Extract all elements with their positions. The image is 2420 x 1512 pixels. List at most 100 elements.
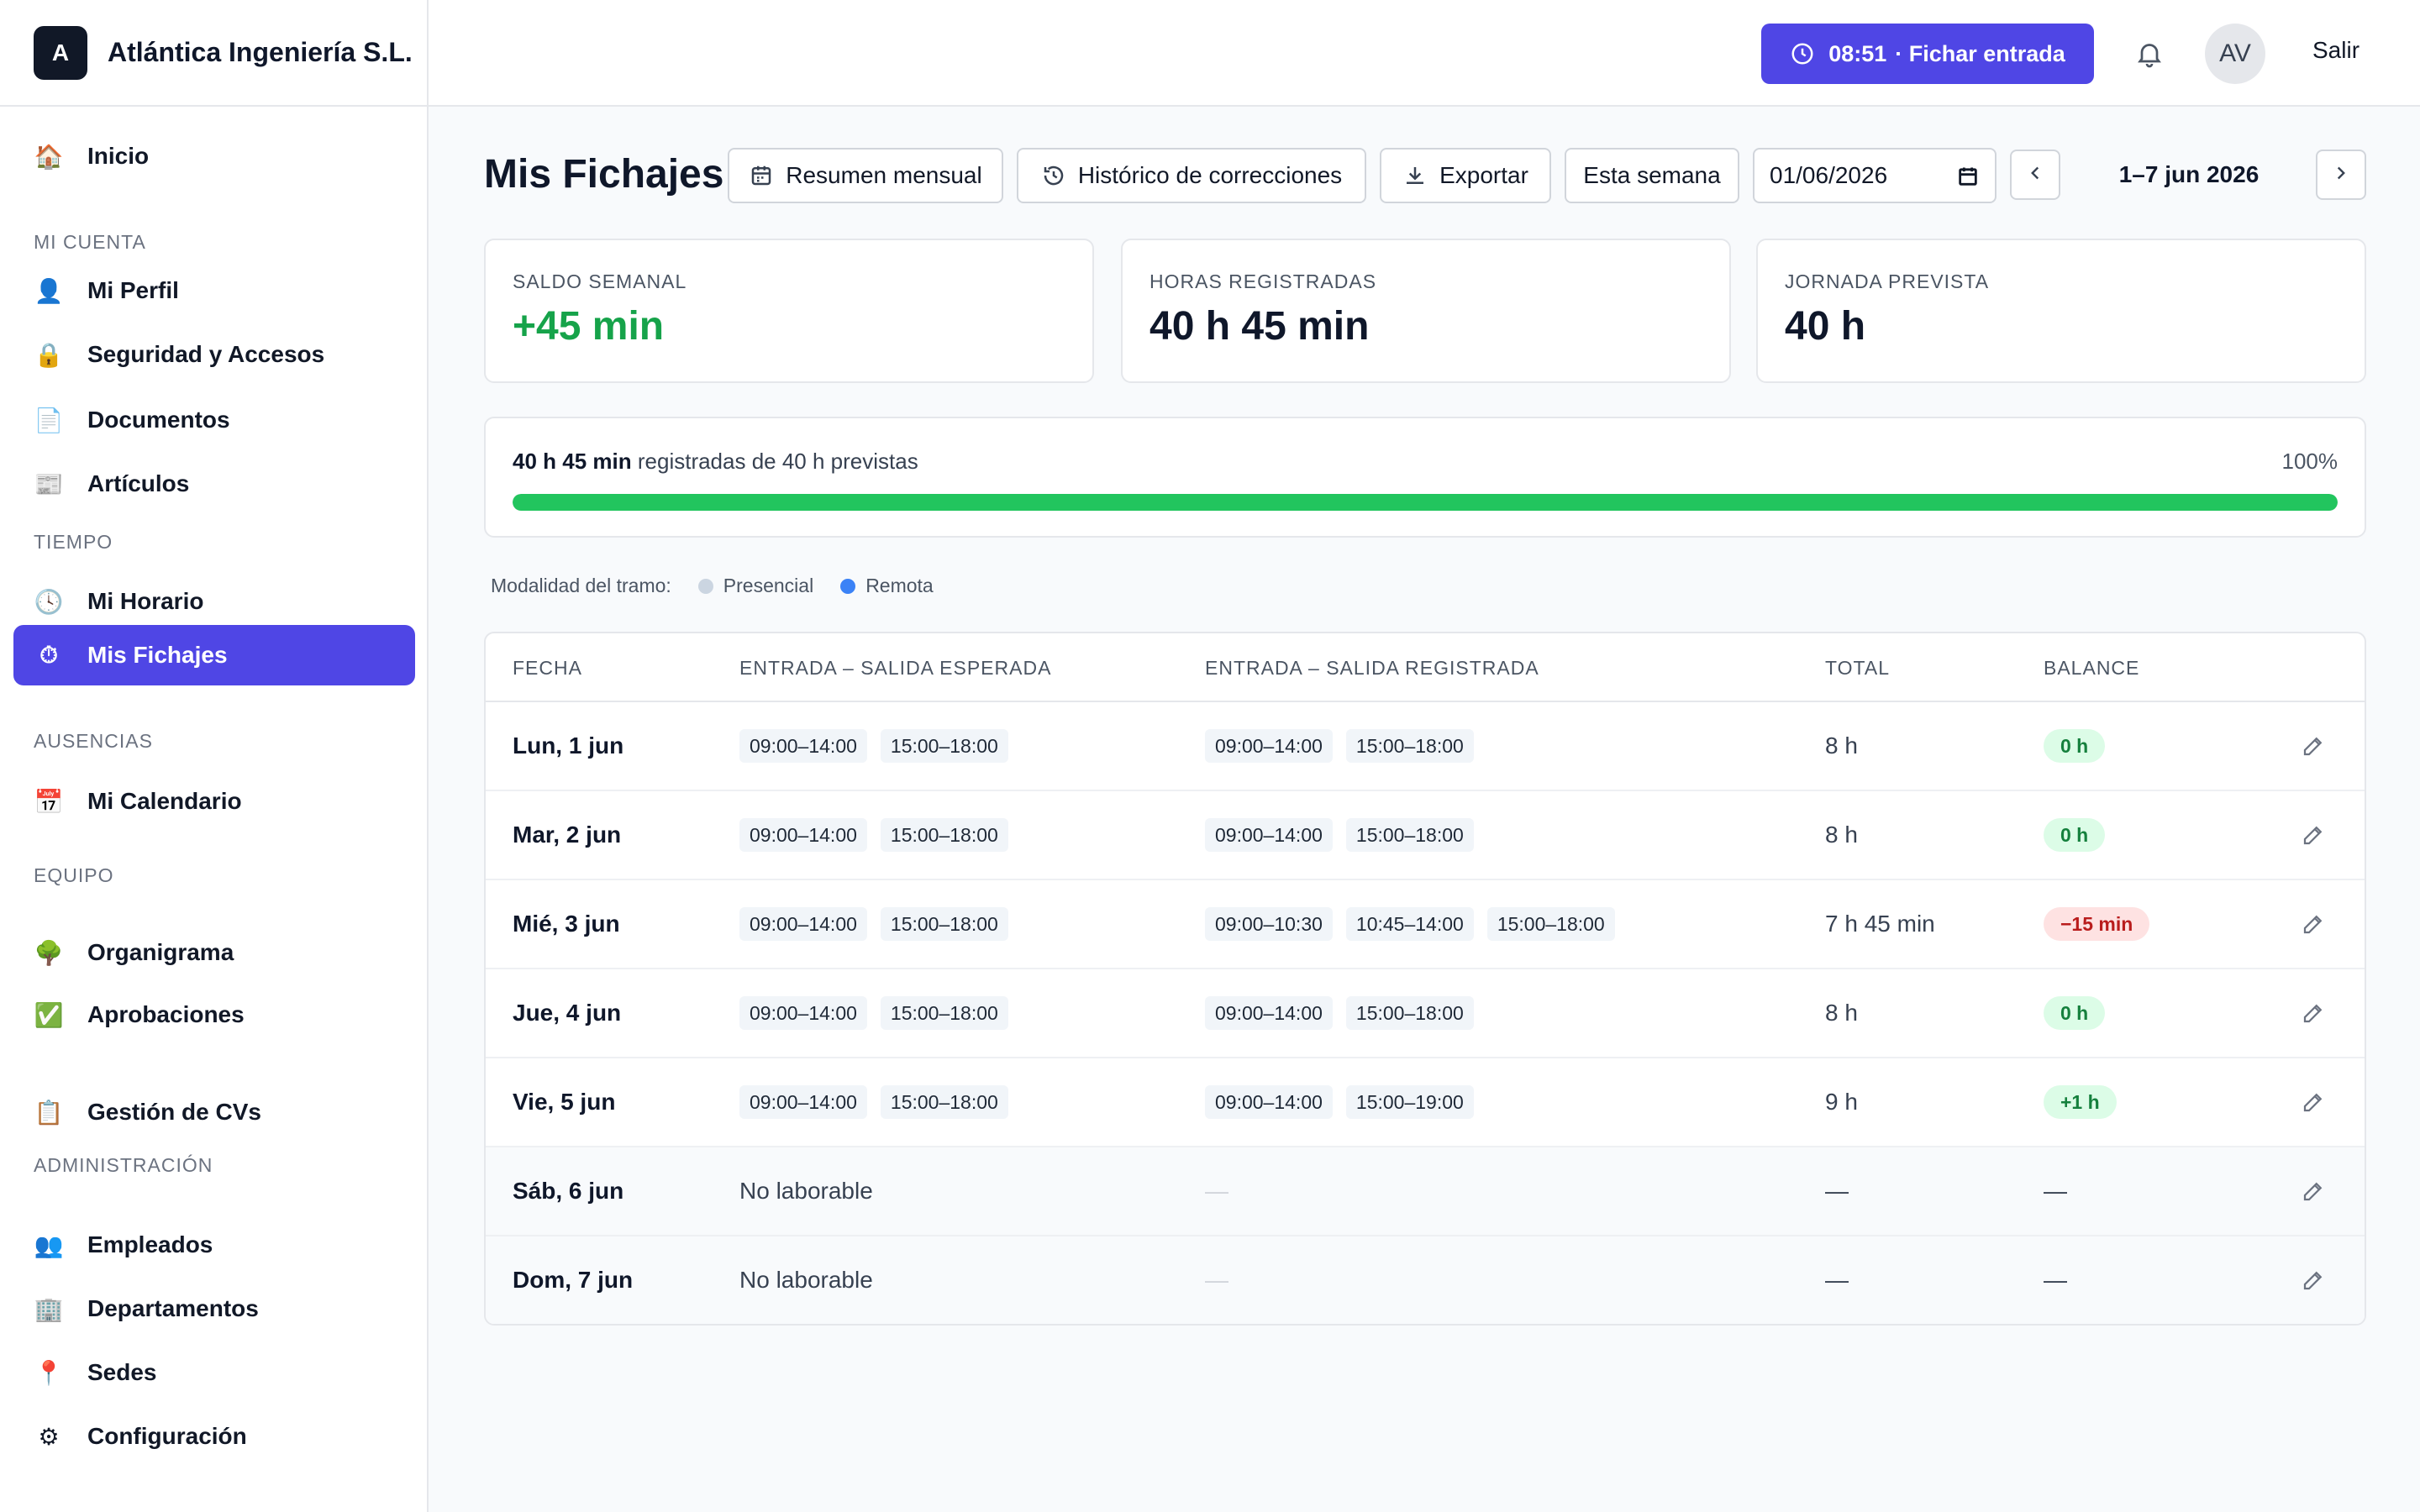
registered-text: —	[1205, 1267, 1228, 1293]
week-range-label: 1–7 jun 2026	[2118, 161, 2260, 187]
sidebar-item-configuracion[interactable]: ⚙ Configuración	[13, 1406, 415, 1467]
notifications-bell-icon[interactable]	[2131, 35, 2168, 72]
date-value: 01/06/2026	[1770, 162, 1888, 188]
expected-slots: 09:00–14:00 15:00–18:00	[739, 1058, 1022, 1146]
table-row: Dom, 7 jun No laborable — — —	[486, 1236, 2365, 1324]
registered-hours-card: HORAS REGISTRADAS 40 h 45 min	[1121, 239, 1731, 383]
column-header-registered: ENTRADA – SALIDA REGISTRADA	[1205, 657, 1539, 679]
lock-icon: 🔒	[34, 341, 64, 368]
time-slot-chip: 15:00–18:00	[1345, 818, 1474, 852]
corrections-history-label: Histórico de correcciones	[1077, 162, 1343, 188]
legend-item-remota: Remota	[840, 575, 934, 597]
logout-link[interactable]: Salir	[2312, 37, 2360, 63]
table-row: Mar, 2 jun 09:00–14:00 15:00–18:00 09:00–14…	[486, 791, 2365, 880]
avatar[interactable]: AV	[2205, 24, 2265, 84]
column-header-balance: BALANCE	[2044, 657, 2140, 679]
check-icon: ✅	[34, 1001, 64, 1028]
expected-slots: 09:00–14:00 15:00–18:00	[739, 791, 1022, 879]
time-slot-chip: 09:00–14:00	[739, 729, 867, 763]
brand-logo: A	[34, 25, 87, 80]
expected-text: No laborable	[739, 1267, 873, 1293]
edit-pencil-icon[interactable]	[2301, 880, 2326, 968]
sidebar-item-mi-perfil[interactable]: 👤 Mi Perfil	[13, 260, 415, 321]
export-label: Exportar	[1439, 162, 1528, 188]
edit-pencil-icon[interactable]	[2301, 1236, 2326, 1324]
sidebar-item-sedes[interactable]: 📍 Sedes	[13, 1342, 415, 1403]
edit-pencil-icon[interactable]	[2301, 1058, 2326, 1146]
modality-legend: Modalidad del tramo: Presencial Remota	[491, 575, 960, 597]
brand[interactable]: A Atlántica Ingeniería S.L.	[0, 0, 427, 107]
legend-title: Modalidad del tramo:	[491, 575, 671, 596]
sidebar-item-label: Inicio	[87, 143, 150, 169]
monthly-summary-button[interactable]: Resumen mensual	[728, 148, 1003, 203]
sidebar-item-articulos[interactable]: 📰 Artículos	[13, 454, 415, 514]
table-row: Sáb, 6 jun No laborable — — —	[486, 1147, 2365, 1236]
history-icon	[1041, 163, 1066, 188]
nav-section-label: AUSENCIAS	[34, 730, 153, 752]
calendar-icon	[749, 163, 774, 188]
stat-value: +45 min	[513, 304, 665, 349]
corrections-history-button[interactable]: Histórico de correcciones	[1017, 148, 1366, 203]
export-button[interactable]: Exportar	[1380, 148, 1551, 203]
remota-dot-icon	[840, 578, 856, 594]
sidebar-item-label: Gestión de CVs	[87, 1099, 261, 1125]
registered-slots: 09:00–14:00 15:00–18:00	[1205, 969, 1487, 1057]
date-input[interactable]: 01/06/2026	[1753, 148, 1996, 203]
sidebar-item-gestion-de-cvs[interactable]: 📋 Gestión de CVs	[13, 1082, 415, 1142]
sidebar-item-departamentos[interactable]: 🏢 Departamentos	[13, 1278, 415, 1339]
sidebar-item-inicio[interactable]: 🏠 Inicio	[13, 126, 415, 186]
sidebar-item-mi-calendario[interactable]: 📅 Mi Calendario	[13, 771, 415, 832]
expected-slots: 09:00–14:00 15:00–18:00	[739, 702, 1022, 790]
clock-icon	[1790, 41, 1815, 66]
sidebar-item-aprobaciones[interactable]: ✅ Aprobaciones	[13, 984, 415, 1045]
table-row: Mié, 3 jun 09:00–14:00 15:00–18:00 09:00–10…	[486, 880, 2365, 969]
table-header: FECHA ENTRADA – SALIDA ESPERADA ENTRADA …	[486, 633, 2365, 702]
clock-in-button[interactable]: 08:51 · Fichar entrada	[1761, 24, 2094, 84]
time-slot-chip: 15:00–18:00	[880, 1085, 1008, 1119]
table-row: Vie, 5 jun 09:00–14:00 15:00–18:00 09:00–14…	[486, 1058, 2365, 1147]
legend-label: Presencial	[723, 575, 814, 596]
sidebar-item-empleados[interactable]: 👥 Empleados	[13, 1215, 415, 1275]
previous-week-button[interactable]	[2010, 150, 2060, 200]
column-header-expected: ENTRADA – SALIDA ESPERADA	[739, 657, 1052, 679]
time-slot-chip: 10:45–14:00	[1345, 907, 1474, 941]
document-icon: 📄	[34, 407, 64, 433]
row-balance: −15 min	[2044, 880, 2150, 968]
row-total: 8 h	[1825, 822, 1858, 848]
sidebar-item-mis-fichajes[interactable]: ⏱ Mis Fichajes	[13, 625, 415, 685]
clock-time: 08:51	[1828, 40, 1887, 66]
sidebar-item-mi-horario[interactable]: 🕓 Mi Horario	[13, 571, 415, 632]
clock-action-label: · Fichar entrada	[1895, 40, 2065, 66]
stat-label: JORNADA PREVISTA	[1785, 270, 1990, 292]
stat-value: 40 h	[1785, 304, 1866, 349]
balance-badge: 0 h	[2044, 818, 2106, 852]
row-balance: 0 h	[2044, 791, 2106, 879]
calendar-picker-icon[interactable]	[1956, 165, 1980, 194]
row-total: 7 h 45 min	[1825, 911, 1935, 937]
sidebar-item-organigrama[interactable]: 🌳 Organigrama	[13, 922, 415, 983]
newspaper-icon: 📰	[34, 470, 64, 497]
clockings-table: FECHA ENTRADA – SALIDA ESPERADA ENTRADA …	[484, 632, 2366, 1326]
home-icon: 🏠	[34, 143, 64, 170]
row-balance: +1 h	[2044, 1058, 2117, 1146]
sidebar-item-label: Configuración	[87, 1423, 247, 1449]
stopwatch-icon: ⏱	[39, 641, 58, 668]
this-week-button[interactable]: Esta semana	[1565, 148, 1739, 203]
sidebar-item-label: Seguridad y Accesos	[87, 341, 325, 367]
next-week-button[interactable]	[2316, 150, 2366, 200]
sidebar-item-label: Mi Calendario	[87, 788, 242, 814]
balance-badge: −15 min	[2044, 907, 2150, 941]
edit-pencil-icon[interactable]	[2301, 791, 2326, 879]
sidebar-item-seguridad-y-accesos[interactable]: 🔒 Seguridad y Accesos	[13, 324, 415, 385]
registered-slots: 09:00–10:30 10:45–14:00 15:00–18:00	[1205, 880, 1628, 968]
row-total: —	[1825, 1267, 1849, 1293]
edit-pencil-icon[interactable]	[2301, 1147, 2326, 1235]
time-slot-chip: 09:00–14:00	[1205, 729, 1333, 763]
edit-pencil-icon[interactable]	[2301, 702, 2326, 790]
sidebar-item-documentos[interactable]: 📄 Documentos	[13, 390, 415, 450]
row-total: 8 h	[1825, 732, 1858, 759]
sidebar-item-label: Artículos	[87, 470, 190, 496]
row-total: 8 h	[1825, 1000, 1858, 1026]
sidebar-item-label: Empleados	[87, 1231, 213, 1257]
edit-pencil-icon[interactable]	[2301, 969, 2326, 1057]
